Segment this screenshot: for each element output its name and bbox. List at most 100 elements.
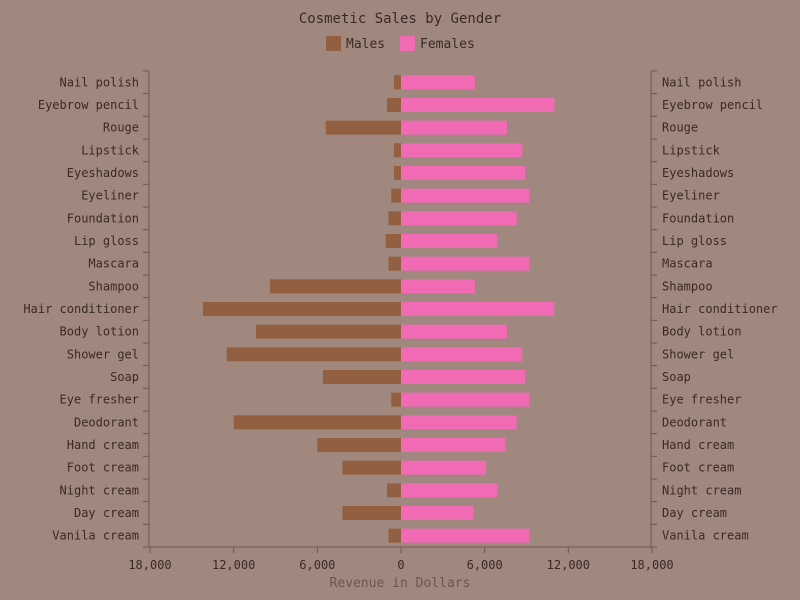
legend-item-males: Males xyxy=(326,36,385,52)
bar-males-foot-cream xyxy=(342,460,401,475)
bar-females-body-lotion xyxy=(401,324,507,339)
x-tick-label: 18,000 xyxy=(128,558,171,572)
right-category-labels: Nail polish Eyebrow pencil Rouge Lipstick Ey… xyxy=(662,75,778,542)
bar-females-day-cream xyxy=(401,506,474,520)
left-label-rouge: Rouge xyxy=(103,121,139,135)
bar-females-shampoo xyxy=(401,279,475,294)
bar-females-eyeshadows xyxy=(401,166,526,180)
right-label-soap: Soap xyxy=(662,370,691,384)
right-label-rouge: Rouge xyxy=(662,121,698,135)
bar-males-eyeliner xyxy=(391,188,401,203)
left-label-eyeliner: Eyeliner xyxy=(81,189,139,203)
right-label-mascara: Mascara xyxy=(662,257,713,271)
bars xyxy=(202,75,555,543)
bar-males-lip-gloss xyxy=(385,234,401,248)
x-tick-label: 18,000 xyxy=(630,558,673,572)
bar-males-foundation xyxy=(388,211,401,226)
right-label-nail-polish: Nail polish xyxy=(662,75,741,89)
x-tick-label: 6,000 xyxy=(299,558,335,572)
right-label-eyebrow-pencil: Eyebrow pencil xyxy=(662,98,763,112)
right-label-eyeshadows: Eyeshadows xyxy=(662,166,734,180)
legend-swatch-males xyxy=(326,36,341,51)
bar-females-soap xyxy=(401,370,526,384)
right-label-lip-gloss: Lip gloss xyxy=(662,234,727,248)
bar-males-shower-gel xyxy=(226,347,401,362)
right-label-hair-conditioner: Hair conditioner xyxy=(662,302,778,316)
right-label-shower-gel: Shower gel xyxy=(662,347,734,361)
axes: 18,000 12,000 6,000 0 6,000 12,000 18,000 xyxy=(128,70,674,572)
legend-swatch-females xyxy=(400,36,415,51)
left-category-labels: Nail polish Eyebrow pencil Rouge Lipstick Ey… xyxy=(23,75,139,542)
left-label-day-cream: Day cream xyxy=(74,506,139,520)
right-label-hand-cream: Hand cream xyxy=(662,438,734,452)
legend-label-males: Males xyxy=(346,37,385,52)
left-label-shower-gel: Shower gel xyxy=(67,347,139,361)
right-label-foot-cream: Foot cream xyxy=(662,461,734,475)
right-label-night-cream: Night cream xyxy=(662,483,741,497)
bar-females-eyeliner xyxy=(401,188,530,203)
bar-males-soap xyxy=(322,370,401,384)
bar-males-deodorant xyxy=(233,415,401,430)
legend: Males Females xyxy=(326,36,475,52)
right-label-shampoo: Shampoo xyxy=(662,279,713,293)
bar-males-eye-fresher xyxy=(391,392,401,407)
x-tick-label: 0 xyxy=(397,558,404,572)
left-label-shampoo: Shampoo xyxy=(88,279,139,293)
right-label-body-lotion: Body lotion xyxy=(662,325,741,339)
right-label-eyeliner: Eyeliner xyxy=(662,189,720,203)
right-label-vanila-cream: Vanila cream xyxy=(662,529,749,543)
left-label-mascara: Mascara xyxy=(88,257,139,271)
left-label-vanila-cream: Vanila cream xyxy=(52,529,139,543)
x-axis-title: Revenue in Dollars xyxy=(330,576,471,591)
left-label-eye-fresher: Eye fresher xyxy=(60,393,139,407)
bar-females-lip-gloss xyxy=(401,234,498,248)
bar-males-night-cream xyxy=(387,483,401,498)
bar-males-day-cream xyxy=(342,506,401,520)
bar-females-deodorant xyxy=(401,415,517,430)
left-label-hand-cream: Hand cream xyxy=(67,438,139,452)
right-label-day-cream: Day cream xyxy=(662,506,727,520)
legend-item-females: Females xyxy=(400,36,475,52)
bar-females-foundation xyxy=(401,211,517,226)
bar-females-nail-polish xyxy=(401,75,475,90)
x-tick-label: 12,000 xyxy=(212,558,255,572)
bar-females-foot-cream xyxy=(401,460,487,475)
bar-males-nail-polish xyxy=(394,75,401,90)
bar-males-vanila-cream xyxy=(388,528,401,543)
left-label-foundation: Foundation xyxy=(67,211,139,225)
bar-males-shampoo xyxy=(269,279,401,294)
left-label-nail-polish: Nail polish xyxy=(60,75,139,89)
left-label-soap: Soap xyxy=(110,370,139,384)
bar-males-body-lotion xyxy=(255,324,401,339)
x-tick-label: 12,000 xyxy=(547,558,590,572)
bar-males-rouge xyxy=(325,120,401,135)
left-label-eyebrow-pencil: Eyebrow pencil xyxy=(38,98,139,112)
bar-males-mascara xyxy=(388,256,401,271)
left-label-foot-cream: Foot cream xyxy=(67,461,139,475)
left-label-lipstick: Lipstick xyxy=(81,143,140,157)
left-label-eyeshadows: Eyeshadows xyxy=(67,166,139,180)
left-label-night-cream: Night cream xyxy=(60,483,139,497)
chart-title: Cosmetic Sales by Gender xyxy=(299,11,501,27)
bar-females-lipstick xyxy=(401,143,523,158)
bar-females-mascara xyxy=(401,256,530,271)
legend-label-females: Females xyxy=(420,37,475,52)
x-tick-label: 6,000 xyxy=(467,558,503,572)
left-label-hair-conditioner: Hair conditioner xyxy=(23,302,139,316)
right-label-eye-fresher: Eye fresher xyxy=(662,393,741,407)
bar-females-hand-cream xyxy=(401,438,506,452)
left-label-body-lotion: Body lotion xyxy=(60,325,139,339)
right-label-lipstick: Lipstick xyxy=(662,143,721,157)
bar-males-eyeshadows xyxy=(394,166,401,180)
bar-females-shower-gel xyxy=(401,347,523,362)
bar-females-vanila-cream xyxy=(401,528,530,543)
bar-males-hair-conditioner xyxy=(202,302,401,316)
bar-males-lipstick xyxy=(394,143,401,158)
bar-females-eyebrow-pencil xyxy=(401,98,555,112)
right-label-foundation: Foundation xyxy=(662,211,734,225)
bar-females-eye-fresher xyxy=(401,392,530,407)
bar-females-hair-conditioner xyxy=(401,302,555,316)
left-label-deodorant: Deodorant xyxy=(74,415,139,429)
